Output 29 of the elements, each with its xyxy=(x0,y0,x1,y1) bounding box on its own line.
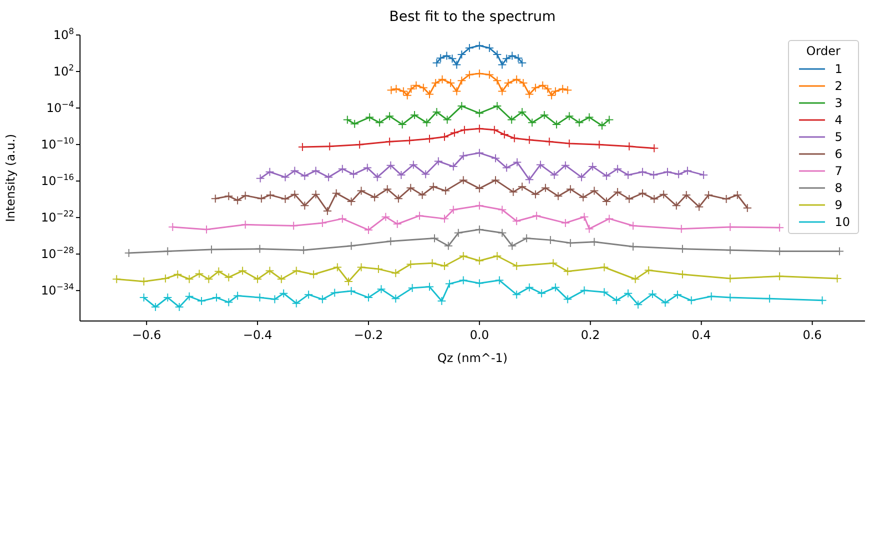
y-axis-title: Intensity (a.u.) xyxy=(3,134,18,222)
legend-title: Order xyxy=(805,44,842,58)
x-tick-label: 0.6 xyxy=(802,328,822,342)
y-tick-label: 10$^{−4}$ xyxy=(46,99,74,116)
chart-title: Best fit to the spectrum xyxy=(388,9,557,25)
legend-label: 8 xyxy=(834,180,842,194)
y-tick-label: 10$^{−16}$ xyxy=(41,172,74,188)
x-tick-label: −0.2 xyxy=(354,328,384,342)
y-tick-label: 10$^{2}$ xyxy=(53,62,74,79)
legend-label: 10 xyxy=(834,214,850,228)
legend-label: 9 xyxy=(834,198,842,212)
legend-label: 1 xyxy=(834,62,842,76)
x-tick-label: 0.0 xyxy=(470,328,489,342)
legend-label: 2 xyxy=(834,78,842,92)
legend-label: 6 xyxy=(834,146,842,160)
x-tick-label: 0.2 xyxy=(580,328,600,342)
legend-label: 4 xyxy=(834,112,842,126)
y-tick-label: 10$^{−34}$ xyxy=(41,282,74,298)
x-tick-label: 0.4 xyxy=(692,328,711,342)
x-tick-label: −0.6 xyxy=(132,328,162,342)
y-tick-label: 10$^{8}$ xyxy=(53,26,74,42)
legend-label: 3 xyxy=(834,96,842,110)
legend-label: 5 xyxy=(834,130,842,144)
y-tick-label: 10$^{−28}$ xyxy=(41,245,74,262)
x-tick-label: −0.4 xyxy=(242,328,272,342)
y-tick-label: 10$^{−10}$ xyxy=(41,136,74,152)
x-axis-title: Qz (nm^-1) xyxy=(437,351,508,365)
legend-label: 7 xyxy=(834,164,842,178)
y-tick-label: 10$^{−22}$ xyxy=(41,208,74,225)
